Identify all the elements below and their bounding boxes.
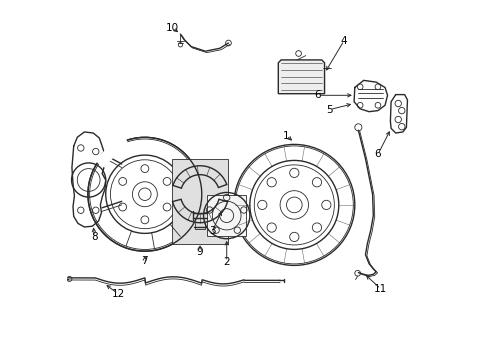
Text: 8: 8 xyxy=(91,232,98,242)
Text: 4: 4 xyxy=(340,36,347,45)
Text: 2: 2 xyxy=(223,257,229,267)
Text: 10: 10 xyxy=(166,23,179,33)
Text: 3: 3 xyxy=(209,225,215,235)
Text: 9: 9 xyxy=(196,247,203,257)
FancyBboxPatch shape xyxy=(171,159,228,244)
Text: 6: 6 xyxy=(313,90,320,100)
Wedge shape xyxy=(97,140,128,166)
Text: 6: 6 xyxy=(374,149,381,159)
Text: 7: 7 xyxy=(141,256,148,266)
FancyBboxPatch shape xyxy=(207,195,246,236)
Text: 5: 5 xyxy=(326,104,332,114)
Text: 1: 1 xyxy=(283,131,289,140)
Text: 12: 12 xyxy=(111,289,124,299)
Text: 11: 11 xyxy=(373,284,386,294)
Polygon shape xyxy=(278,60,324,94)
